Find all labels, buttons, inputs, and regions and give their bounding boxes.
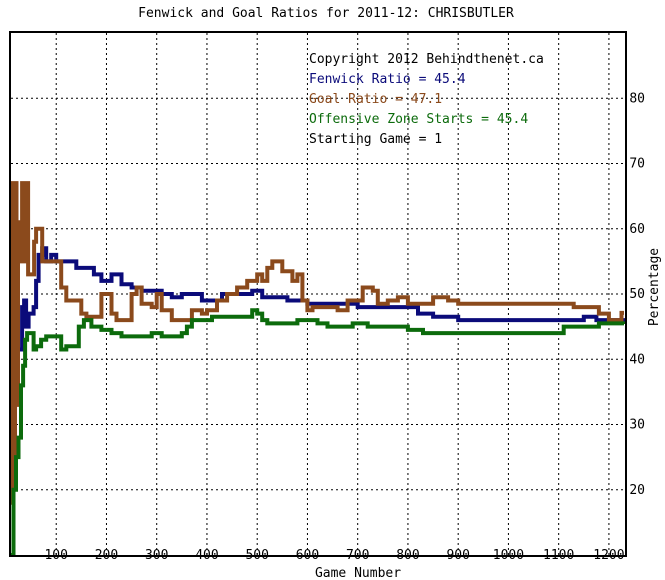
x-tick-label: 1200 [593,548,624,563]
x-tick-label: 900 [446,548,469,563]
x-tick-label: 500 [245,548,268,563]
y-tick-labels: 20 30 40 50 60 70 80 [629,91,645,498]
x-tick-labels: 100 200 300 400 500 600 700 800 900 1000 1100 1200 [44,548,624,563]
legend-entry: Offensive Zone Starts = 45.4 [309,112,528,127]
y-tick-label: 40 [629,352,645,367]
y-tick-label: 50 [629,287,645,302]
x-tick-label: 600 [296,548,319,563]
x-tick-label: 100 [44,548,67,563]
x-tick-label: 400 [195,548,218,563]
y-tick-label: 20 [629,483,645,498]
x-tick-label: 700 [346,548,369,563]
y-tick-label: 60 [629,222,645,237]
series-line [12,246,626,394]
legend-entry: Fenwick Ratio = 45.4 [309,72,466,87]
plot-area-border [9,31,627,557]
grid [11,33,625,555]
y-tick-label: 80 [629,91,645,106]
x-tick-label: 1000 [493,548,524,563]
legend-entry: Starting Game = 1 [309,132,442,147]
x-tick-label: 800 [396,548,419,563]
legend: Copyright 2012 Behindthenet.ca Fenwick Ra… [309,52,544,147]
series-layer [10,181,626,557]
y-axis-label: Percentage [647,248,662,326]
y-tick-label: 70 [629,157,645,172]
x-tick-label: 300 [145,548,168,563]
chart-title: Fenwick and Goal Ratios for 2011-12: CHR… [138,6,514,21]
legend-entry: Copyright 2012 Behindthenet.ca [309,52,544,67]
legend-entry: Goal Ratio = 47.1 [309,92,442,107]
x-tick-label: 1100 [543,548,574,563]
x-axis-label: Game Number [315,566,401,580]
x-tick-label: 200 [95,548,118,563]
series-line [10,181,624,505]
series-line [11,308,626,557]
y-tick-label: 30 [629,418,645,433]
